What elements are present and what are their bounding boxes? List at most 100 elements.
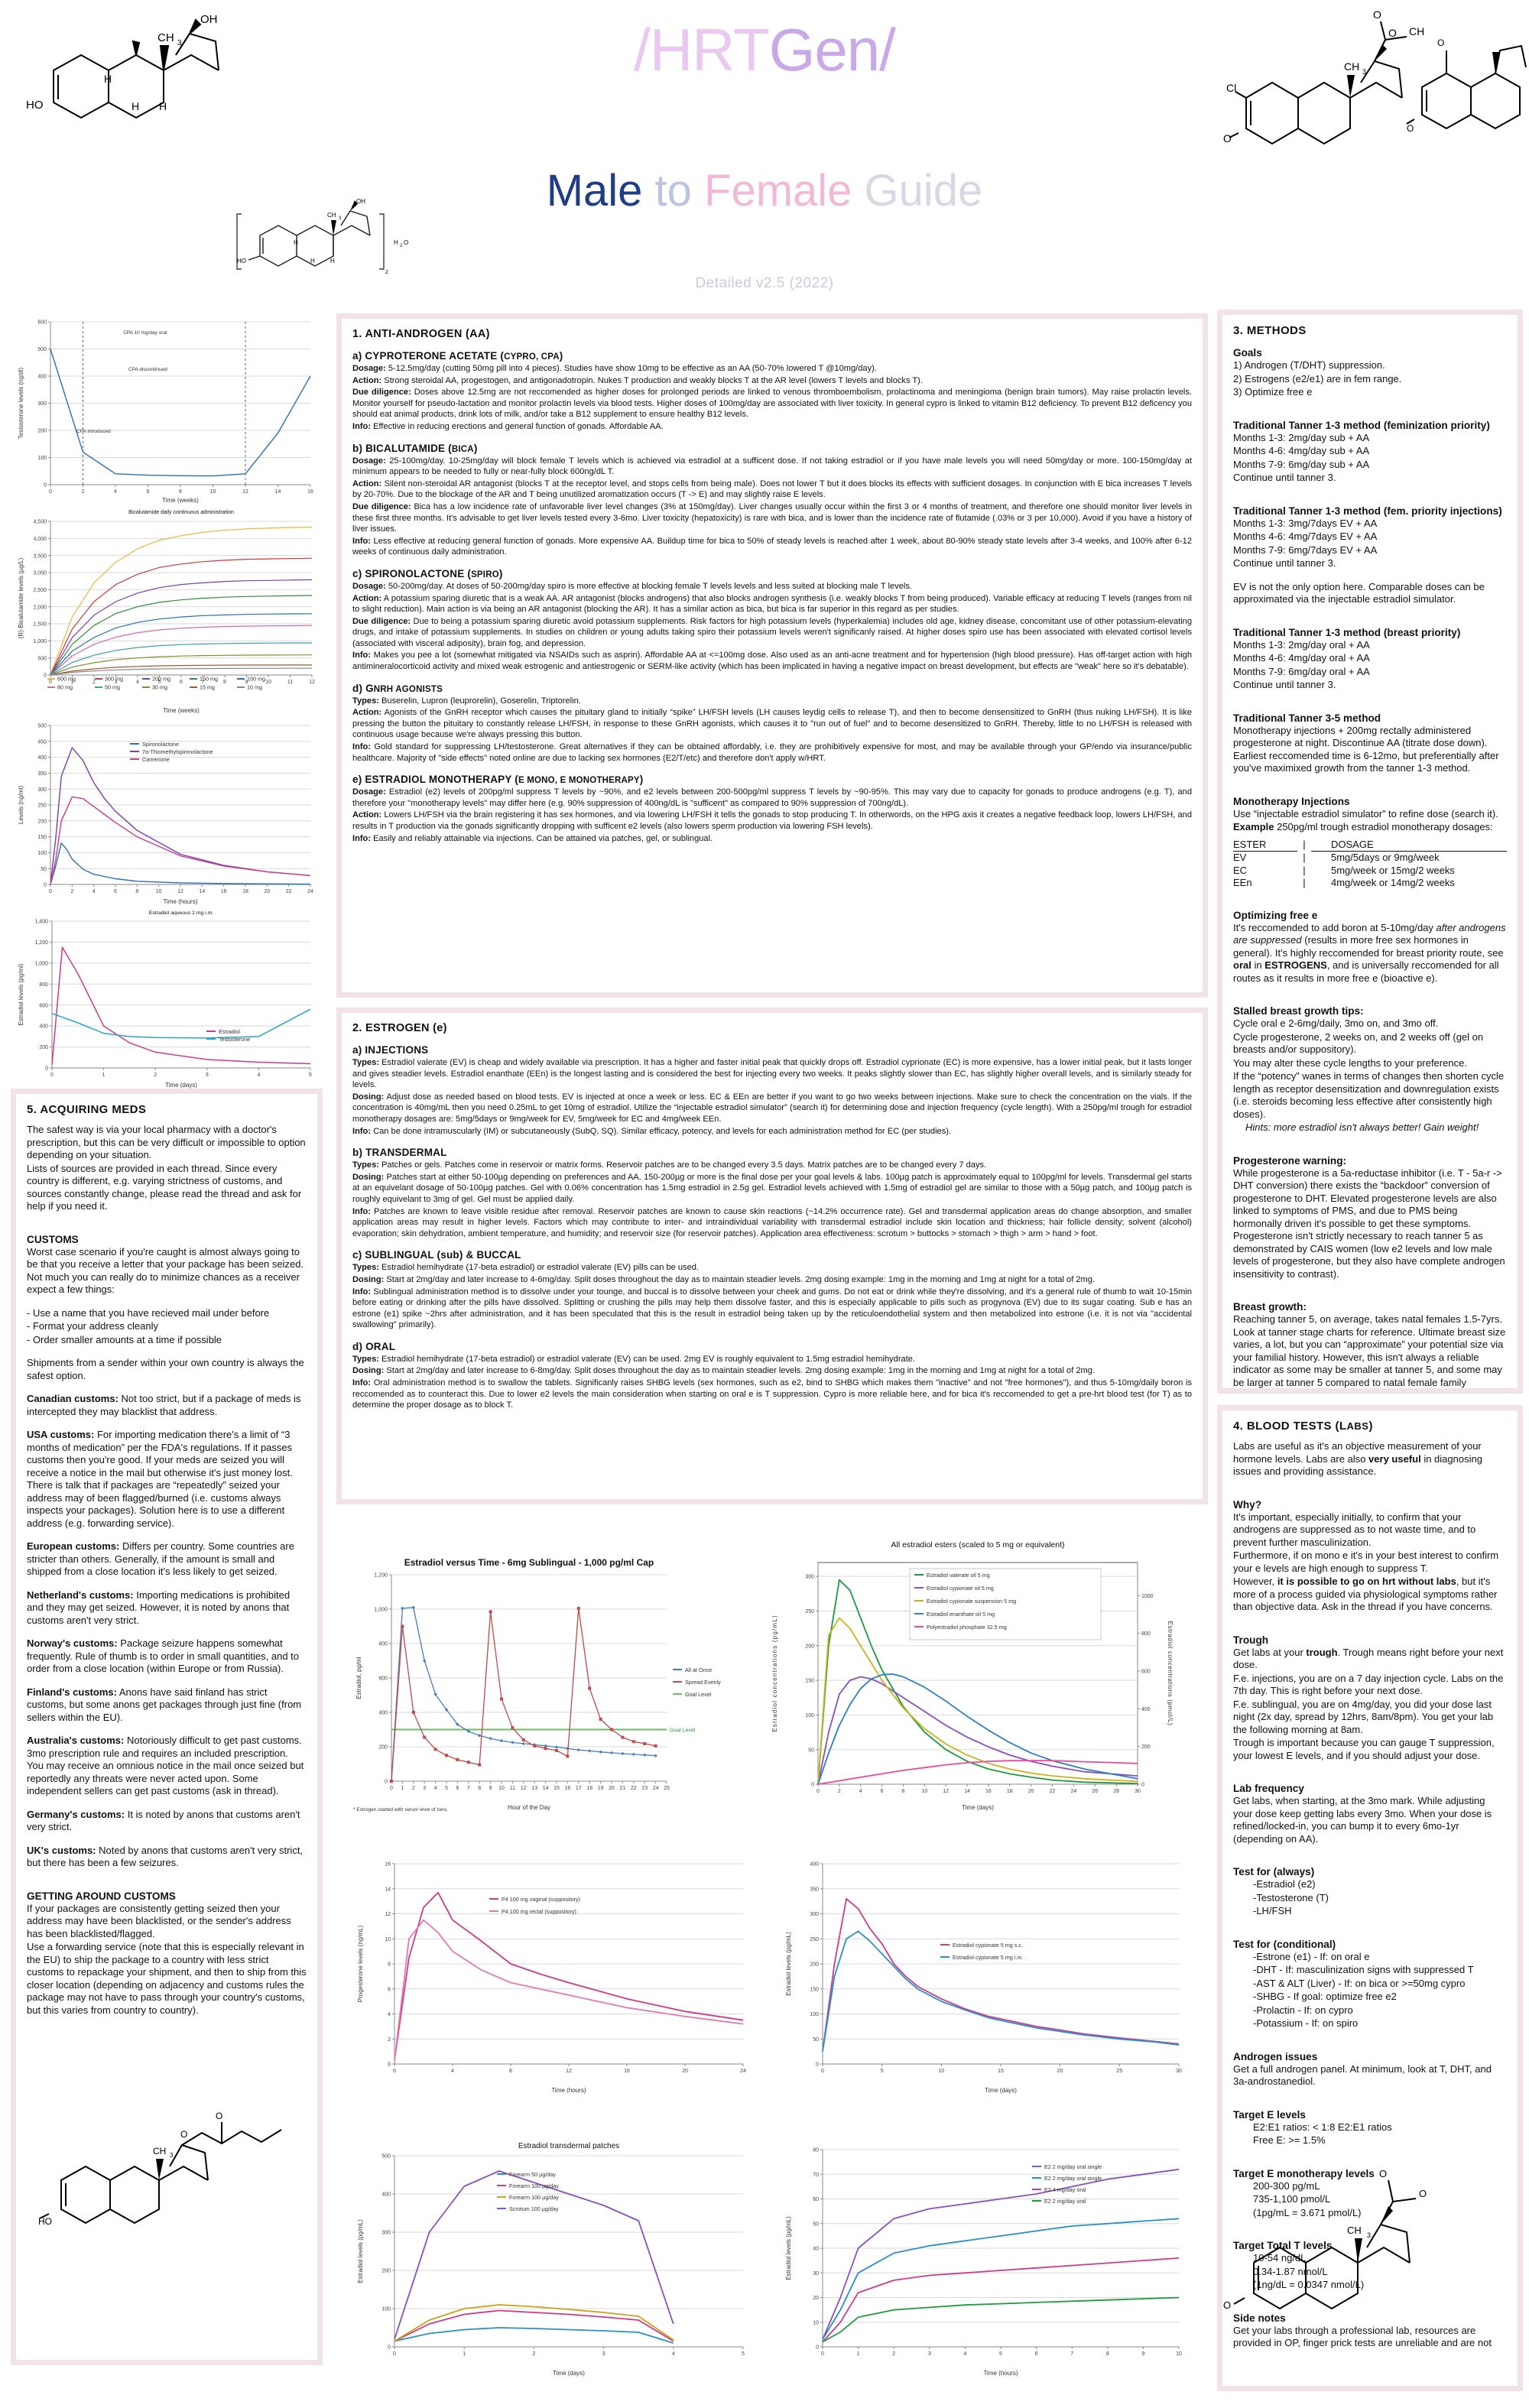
col-header-dosage: DOSAGE: [1311, 839, 1507, 852]
svg-text:50: 50: [41, 867, 47, 872]
detail-line: Due diligence: Doses above 12.5mg are no…: [352, 387, 1192, 420]
svg-text:All estradiol esters (scaled t: All estradiol esters (scaled to 5 mg or …: [891, 1540, 1064, 1550]
svg-text:4: 4: [93, 889, 96, 894]
svg-text:2,500: 2,500: [33, 588, 47, 593]
svg-text:5: 5: [309, 1073, 312, 1078]
svg-text:Spread Evenly: Spread Evenly: [685, 1679, 721, 1686]
svg-text:HO: HO: [38, 2216, 52, 2227]
paragraph-label: Australia's customs:: [27, 1735, 125, 1746]
spacer: [1233, 1846, 1507, 1856]
section2-title: 2. ESTROGEN (e): [352, 1022, 447, 1034]
svg-text:O: O: [180, 2129, 187, 2140]
svg-text:500: 500: [37, 347, 47, 352]
svg-text:0: 0: [49, 489, 52, 495]
cell-divider: |: [1303, 877, 1306, 888]
detail-label: Info:: [352, 1378, 372, 1388]
svg-text:3,000: 3,000: [33, 571, 47, 576]
subsection-heading: c) SPIRONOLACTONE (SPIRO): [352, 568, 1192, 579]
version-label: Detailed v2.5 (2022): [695, 275, 834, 291]
detail-line: Action: Strong steroidal AA, progestogen…: [352, 375, 1192, 387]
detail-line: Types: Estradiol hemihydrate (17-beta es…: [352, 1354, 1192, 1365]
spacer: [1233, 693, 1507, 703]
column-list-item: 735-1,100 pmol/L: [1253, 2193, 1331, 2205]
svg-text:10 mg: 10 mg: [247, 684, 262, 691]
svg-text:14: 14: [385, 1887, 391, 1892]
heading-main: b) TRANSDERMAL: [352, 1147, 447, 1159]
detail-line: Info: Can be done intramuscularly (IM) o…: [352, 1126, 1192, 1137]
paragraph-text: It is noted by anons that customs aren't…: [27, 1808, 300, 1833]
svg-text:6: 6: [881, 1789, 884, 1794]
svg-text:1000: 1000: [1141, 1594, 1154, 1599]
svg-text:CH: CH: [153, 2146, 166, 2156]
detail-text: Lowers LH/FSH via the brain registering …: [352, 810, 1192, 831]
svg-text:150: 150: [810, 1987, 819, 1992]
estradiol-hemihydrate-molecule: CH 3 OH HO H H H 2 H 2 O: [236, 183, 420, 283]
heading-smallcaps: SPIRO: [471, 570, 499, 579]
chart-progesterone-routes: 0 2 4 6 8 10 12 14 16 0 4 8 12 16 20 24 Time (hours) Prog…: [352, 1850, 757, 2095]
ester-dosage-table: ESTER | DOSAGE EV | 5mg/5days or 9mg/week EC | 5…: [1233, 839, 1507, 890]
svg-text:8: 8: [223, 680, 226, 685]
svg-text:5: 5: [881, 2069, 884, 2074]
heading-main: b) BICALUTAMIDE (: [352, 442, 452, 454]
spacer: [27, 1347, 307, 1357]
detail-line: Info: Easily and reliably attainable via…: [352, 833, 1192, 845]
heading-end: ): [639, 774, 644, 786]
svg-text:22: 22: [631, 1786, 637, 1791]
detail-label: Types:: [352, 1354, 379, 1364]
svg-text:Cl: Cl: [1226, 82, 1236, 94]
column-paragraph: Months 7-9: 6mg/day oral + AA: [1233, 665, 1370, 677]
section2-body: a) INJECTIONS Types: Estradiol valerate (…: [352, 1044, 1192, 1411]
subsection-heading: a) INJECTIONS: [352, 1044, 1192, 1056]
chart-oral-sublingual: 0 10 20 30 40 50 60 70 80 0 1 2 3 4 5 6 7 8 9 10 Time (hours…: [780, 2133, 1193, 2377]
svg-text:4: 4: [451, 2069, 454, 2074]
svg-text:0: 0: [385, 1780, 388, 1785]
subsection-heading: d) GNRH AGONISTS: [352, 683, 1192, 694]
section-acquiring-meds: 5. ACQUIRING MEDS The safest way is via …: [11, 1089, 323, 2365]
svg-text:17: 17: [576, 1786, 582, 1791]
svg-text:HO: HO: [26, 99, 44, 112]
svg-text:24: 24: [653, 1786, 659, 1791]
svg-text:6: 6: [114, 889, 117, 894]
cell-ester: EEn: [1233, 877, 1252, 888]
subsection-heading: b) TRANSDERMAL: [352, 1147, 1192, 1158]
subsection-heading: c) SUBLINGUAL (sub) & BUCCAL: [352, 1249, 1192, 1261]
svg-text:CH: CH: [1347, 2225, 1362, 2236]
detail-label: Dosing:: [352, 1274, 385, 1284]
paragraph-text: 250pg/ml trough estradiol monotherapy do…: [1274, 821, 1493, 832]
column-list-item: Free E: >= 1.5%: [1253, 2134, 1326, 2146]
spacer: [27, 1725, 307, 1735]
column-paragraph: Monotherapy injections + 200mg rectally …: [1233, 724, 1499, 774]
heading-main: e) ESTRADIOL MONOTHERAPY (: [352, 774, 518, 786]
svg-text:1,000: 1,000: [34, 961, 48, 966]
svg-text:50: 50: [813, 2221, 819, 2227]
column-paragraph: Netherland's customs: Importing medicati…: [27, 1589, 307, 1628]
svg-text:200: 200: [37, 429, 47, 434]
column-paragraph: - Use a name that you have recieved mail…: [27, 1306, 270, 1319]
detail-line: Due diligence: Bica has a low incidence …: [352, 501, 1192, 535]
detail-label: Due diligence:: [352, 388, 411, 398]
svg-text:14: 14: [964, 1789, 970, 1794]
column-heading: Breast growth:: [1233, 1301, 1307, 1313]
svg-text:0: 0: [44, 673, 47, 679]
column-paragraph: European customs: Differs per country. S…: [27, 1540, 307, 1579]
svg-text:4: 4: [963, 2351, 966, 2357]
spacer: [1233, 1479, 1507, 1489]
svg-text:250: 250: [810, 1937, 819, 1942]
svg-text:Estradiol levels (pg/mL): Estradiol levels (pg/mL): [785, 2216, 792, 2280]
svg-text:OH: OH: [356, 198, 365, 205]
column-paragraph: Get labs at your trough. Trough means ri…: [1233, 1646, 1504, 1671]
spacer: [1233, 1615, 1507, 1624]
detail-label: Dosing:: [352, 1172, 385, 1182]
svg-text:100: 100: [805, 1713, 814, 1718]
detail-text: Patches start at either 50-100µg dependi…: [352, 1172, 1192, 1204]
estradiol-valerate-molecule: CH 3 HO O O: [38, 2095, 291, 2270]
svg-text:50: 50: [813, 2037, 819, 2043]
column-list-item: 0.34-1.87 nmol/L: [1253, 2265, 1328, 2277]
svg-text:H: H: [330, 258, 335, 264]
detail-label: Action:: [352, 810, 382, 820]
svg-text:500: 500: [381, 2154, 391, 2160]
col-divider: |: [1303, 838, 1306, 850]
paragraph-text: Not too strict, but if a package of meds…: [27, 1393, 301, 1417]
col-header-ester: ESTER: [1233, 839, 1297, 852]
svg-text:300: 300: [37, 401, 47, 407]
